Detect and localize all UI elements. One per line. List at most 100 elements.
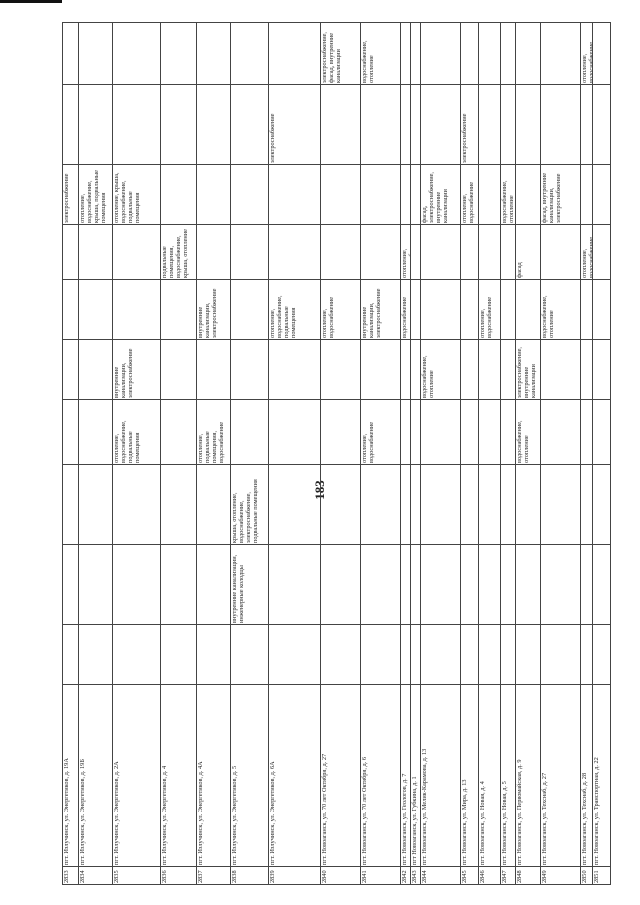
table-cell [500, 224, 516, 280]
table-cell [268, 224, 321, 280]
address: пгт. Новоаганск, ул. Мира, д. 13 [461, 779, 468, 865]
table-cell [196, 544, 231, 625]
table-cell: отопление, водоснабжение [580, 224, 593, 280]
work-list: отопление, водоснабжение, фасад [401, 235, 410, 278]
table-cell [160, 84, 197, 165]
table-cell [268, 164, 321, 225]
table-cell: пгт. Новоаганск, ул. Новая, д. 4 [478, 684, 501, 867]
table-cell: пгт. Излучинск, ул. Энергетиков, д. 19Б [78, 684, 113, 867]
row-number: 2840 [321, 870, 328, 883]
work-list: подвальные помещения, водоснабжение, кры… [161, 229, 189, 278]
table-cell [160, 464, 197, 545]
table-row: 2841 пгт. Новоаганск, ул. 70 лет Октября,… [360, 22, 401, 885]
table-cell [478, 164, 501, 225]
address: пгт. Новоаганск, ул. Техснаб, д. 28 [581, 772, 588, 865]
table-cell [160, 164, 197, 225]
table-cell [320, 84, 361, 165]
table-row: 2843 пгт Новоаганск, ул. Губкина, д. 1 [410, 22, 421, 885]
row-number: 2837 [197, 870, 204, 883]
table-cell [500, 22, 516, 85]
table-cell: 2850 [580, 866, 593, 885]
table-cell: пгт. Излучинск, ул. Энергетиков, д. 6А [268, 684, 321, 867]
work-list: отопление, водоснабжение [479, 296, 493, 338]
table-cell: 2849 [540, 866, 581, 885]
address: пгт. Новоаганск, ул. Новая, д. 5 [501, 781, 508, 865]
table-cell [196, 84, 231, 165]
work-list: водоснабжение, отопление [516, 420, 530, 463]
table-cell [420, 544, 461, 625]
address: пгт. Новоаганск, ул. Новая, д. 4 [479, 781, 486, 865]
table-cell [320, 399, 361, 465]
work-list: электроснабжение [269, 113, 276, 163]
table-cell: 2833 [62, 866, 79, 885]
table-cell [62, 279, 79, 340]
table-cell [230, 399, 269, 465]
table-cell [580, 544, 593, 625]
table-cell [420, 224, 461, 280]
table-cell [400, 464, 411, 545]
table-cell [160, 624, 197, 685]
table-cell: внутренние канализации, инженерные колод… [230, 544, 269, 625]
table-cell [410, 624, 421, 685]
address: пгт. Новоаганск, ул. Геологов, д. 7 [401, 773, 408, 865]
table-cell [420, 624, 461, 685]
work-list: внутренние канализации, электроснабжение [113, 348, 134, 398]
table-cell [78, 224, 113, 280]
table-cell: 2834 [78, 866, 113, 885]
work-list: внутренние канализации, электроснабжение [197, 288, 218, 338]
row-number: 2838 [231, 870, 238, 883]
table-cell: фасад, внутренние канализации, электросн… [540, 164, 581, 225]
table-cell [410, 399, 421, 465]
table-cell: отопление, водоснабжение [320, 279, 361, 340]
table-cell [540, 399, 581, 465]
table-cell [420, 84, 461, 165]
works-table: 2833 пгт. Излучинск, ул. Энергетиков, д. … [62, 22, 611, 885]
table-cell: отопление, крыша, водоснабжение, подваль… [112, 164, 161, 225]
table-cell [268, 624, 321, 685]
work-list: электроснабжение [461, 113, 468, 163]
row-number: 2849 [541, 870, 548, 883]
table-cell [230, 164, 269, 225]
work-list: отопление, водоснабжение [361, 421, 375, 463]
table-cell: внутренние канализации, электроснабжение [360, 279, 401, 340]
table-cell [460, 224, 479, 280]
table-row: 2840 пгт. Новоаганск, ул. 70 лет Октября,… [320, 22, 361, 885]
row-number: 2835 [113, 870, 120, 883]
table-cell: водоснабжение [400, 279, 411, 340]
table-cell [500, 339, 516, 400]
work-list: фасад, электроснабжение, внутренние кана… [421, 172, 449, 223]
row-number: 2833 [63, 870, 70, 883]
work-list: внутренние канализации, инженерные колод… [231, 554, 245, 623]
table-cell [320, 224, 361, 280]
row-number: 2839 [269, 870, 276, 883]
table-cell: электроснабжение, внутренние канализации [515, 339, 541, 400]
address: пгт. Новоаганск, ул. Мелик-Карамова, д. … [421, 748, 428, 865]
table-cell [580, 279, 593, 340]
table-cell: подвальные помещения, водоснабжение, кры… [160, 224, 197, 280]
table-cell: электроснабжение [268, 84, 321, 165]
table-cell [360, 164, 401, 225]
table-cell [460, 279, 479, 340]
row-number: 2843 [411, 870, 418, 883]
address: пгт. Излучинск, ул. Энергетиков, д. 4А [197, 761, 204, 865]
table-cell: отопление, водоснабжение [580, 22, 593, 85]
table-cell: 2840 [320, 866, 361, 885]
table-cell [400, 22, 411, 85]
table-cell [268, 464, 321, 545]
table-cell [410, 464, 421, 545]
row-number: 2851 [593, 870, 600, 883]
table-cell [400, 399, 411, 465]
table-cell [320, 339, 361, 400]
row-number: 2841 [361, 870, 368, 883]
table-cell [515, 164, 541, 225]
table-cell [230, 279, 269, 340]
table-cell [500, 544, 516, 625]
table-row: 2849 пгт. Новоаганск, ул. Техснаб, д. 27 в… [540, 22, 581, 885]
table-cell [160, 544, 197, 625]
table-cell: водоснабжение, отопление [540, 279, 581, 340]
work-list: электроснабжение, фасад, внутренние кана… [321, 32, 342, 83]
table-cell [78, 464, 113, 545]
table-cell [78, 544, 113, 625]
table-cell [540, 84, 581, 165]
table-cell: 2842 [400, 866, 411, 885]
